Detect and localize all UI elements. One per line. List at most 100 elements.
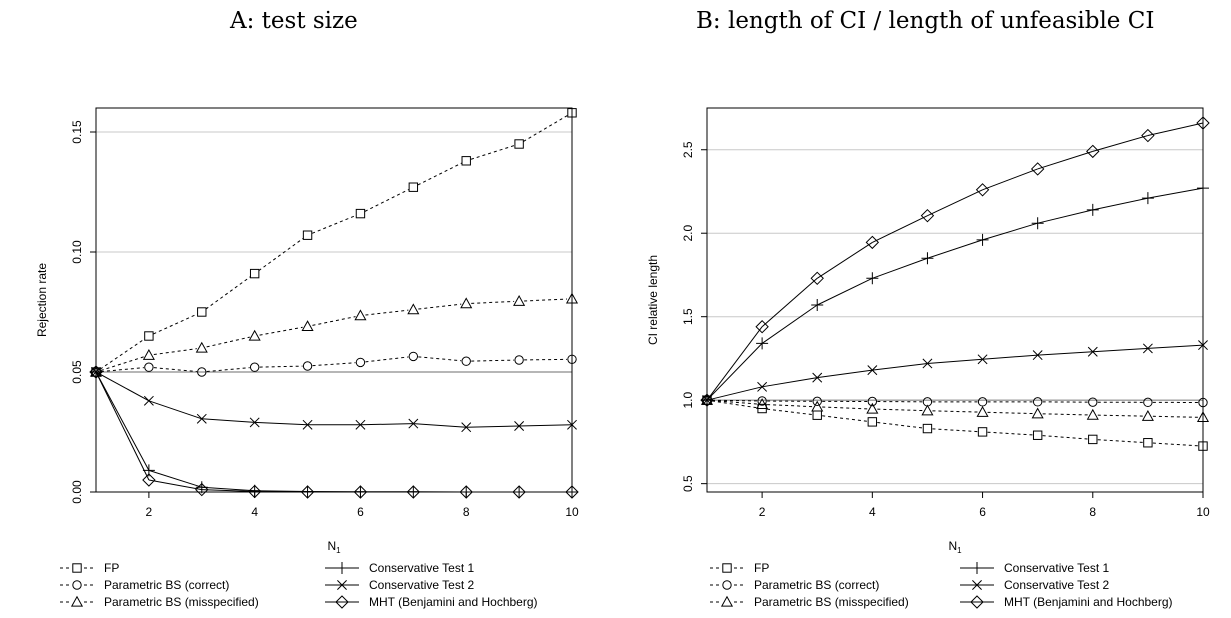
data-point-triangle — [1141, 409, 1154, 421]
series-segment — [206, 367, 250, 373]
series-segment — [148, 469, 202, 488]
legend-item-parametric-bs-correct: Parametric BS (correct) — [60, 578, 229, 592]
legend-label: Conservative Test 2 — [369, 578, 474, 592]
legend-marker — [972, 580, 982, 590]
legend-item-mht-benjamini-and-hochberg: MHT (Benjamini and Hochberg) — [960, 595, 1173, 609]
data-point-triangle — [866, 402, 879, 414]
legend-label: MHT (Benjamini and Hochberg) — [1004, 595, 1173, 609]
series-segment — [365, 309, 409, 316]
y-tick-label: 0.15 — [70, 120, 84, 144]
series-segment — [872, 215, 928, 243]
series-segment — [471, 359, 515, 362]
legend-item-fp: FP — [710, 561, 769, 575]
grid-lines — [707, 149, 1203, 485]
data-point-diamond — [406, 485, 421, 499]
data-point-diamond — [142, 473, 156, 487]
series-segment — [1152, 442, 1199, 447]
x-tick-label: 8 — [463, 505, 470, 519]
x-tick-label: 10 — [565, 505, 579, 519]
series-fp — [702, 395, 1208, 451]
series-mht-benjamini-and-hochberg — [89, 365, 579, 499]
x-tick-label: 6 — [357, 505, 364, 519]
y-tick-label: 2.0 — [681, 225, 695, 242]
legend: FP Parametric BS (correct) Parametric BS (… — [710, 561, 1173, 609]
x-tick-label: 6 — [979, 505, 986, 519]
plot-frame — [706, 107, 1204, 493]
data-point-diamond — [755, 320, 769, 334]
data-point-square — [408, 182, 419, 192]
legend-label: Conservative Test 1 — [369, 561, 474, 575]
legend-label: Parametric BS (misspecified) — [754, 595, 909, 609]
data-point-square — [1198, 441, 1208, 451]
y-axis-title: Rejection rate — [35, 263, 49, 337]
series-mht-benjamini-and-hochberg — [700, 116, 1210, 407]
legend-marker-bg — [71, 562, 83, 574]
y-tick-label: 0.00 — [70, 480, 84, 504]
y-tick-label: 0.05 — [70, 360, 84, 384]
series-segment — [1092, 135, 1149, 152]
series-segment — [99, 338, 146, 370]
series-segment — [95, 371, 150, 471]
series-conservative-test-1 — [701, 182, 1209, 407]
data-point-circle — [567, 354, 577, 364]
data-point-cross — [922, 358, 933, 369]
y-tick-label: 2.5 — [681, 141, 695, 158]
series-segment — [360, 423, 414, 426]
data-point-triangle — [1086, 408, 1099, 420]
series-parametric-bs-misspecified — [700, 393, 1210, 423]
data-point-plus — [866, 272, 879, 285]
series-segment — [761, 277, 818, 328]
data-point-square — [1032, 430, 1043, 440]
data-point-triangle — [565, 292, 579, 304]
series-segment — [418, 303, 462, 310]
series-conservative-test-2 — [702, 340, 1208, 406]
series-segment — [153, 348, 197, 356]
legend-marker — [722, 580, 732, 590]
data-point-circle — [812, 396, 822, 407]
data-point-diamond — [865, 235, 880, 250]
data-point-diamond — [1196, 116, 1210, 130]
series-segment — [1152, 415, 1199, 418]
data-point-plus — [976, 233, 989, 246]
data-point-cross — [977, 354, 988, 365]
series-segment — [413, 423, 467, 428]
series-segment — [1092, 347, 1148, 353]
data-point-square — [144, 331, 154, 341]
series-segment — [311, 215, 357, 234]
series-segment — [767, 408, 813, 416]
y-axis-title: CI relative length — [646, 255, 660, 345]
series-segment — [148, 400, 202, 420]
series-segment — [201, 418, 255, 423]
legend-marker — [336, 562, 348, 574]
data-point-triangle — [354, 309, 367, 321]
series-segment — [519, 424, 573, 427]
series-segment — [201, 489, 255, 493]
data-point-diamond — [353, 485, 368, 499]
data-point-square — [302, 230, 313, 240]
series-segment — [206, 336, 250, 348]
series-segment — [982, 222, 1038, 241]
series-segment — [761, 304, 818, 344]
data-point-square — [867, 417, 878, 427]
data-point-square — [514, 139, 524, 149]
series-segment — [312, 316, 356, 326]
data-point-circle — [1198, 397, 1208, 408]
series-segment — [817, 369, 873, 379]
series-segment — [877, 408, 923, 412]
series-segment — [927, 189, 983, 217]
data-point-cross — [514, 421, 525, 431]
data-point-triangle — [811, 400, 824, 412]
data-point-diamond — [920, 208, 935, 223]
legend-item-fp: FP — [60, 561, 119, 575]
x-tick-label: 8 — [1089, 505, 1096, 519]
data-point-diamond — [1086, 144, 1100, 159]
data-point-triangle — [921, 404, 934, 416]
series-segment — [365, 356, 409, 363]
series-segment — [817, 277, 873, 306]
legend-label: FP — [104, 561, 119, 575]
y-tick-label: 0.5 — [681, 475, 695, 492]
data-point-square — [812, 410, 822, 420]
data-point-diamond — [512, 485, 526, 499]
series-segment — [259, 326, 303, 336]
series-segment — [706, 343, 763, 401]
